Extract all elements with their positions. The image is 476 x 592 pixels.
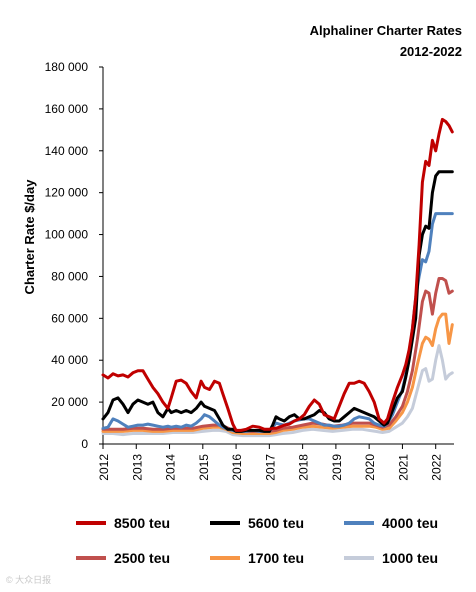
legend-item: 8500 teu (76, 515, 170, 531)
legend-label: 1000 teu (382, 550, 439, 566)
x-tick-label: 2020 (363, 454, 377, 481)
line-chart: 0 20 000 40 000 60 000 80 000 100 000 120 000 1… (22, 60, 454, 481)
legend-label: 5600 teu (248, 515, 305, 531)
series-line-1000-teu (101, 344, 454, 438)
chart-subtitle: 2012-2022 (399, 44, 462, 59)
legend-item: 1700 teu (210, 550, 304, 566)
chart-title: Alphaliner Charter Rates (309, 23, 462, 38)
legend-label: 1700 teu (248, 550, 305, 566)
legend-swatch (76, 521, 106, 525)
y-tick-label: 180 000 (45, 60, 89, 74)
legend-label: 8500 teu (114, 515, 171, 531)
x-tick-label: 2012 (97, 454, 111, 481)
y-tick-label: 80 000 (51, 269, 88, 283)
y-axis-label: Charter Rate $/day (22, 179, 37, 295)
x-tick-label: 2016 (230, 454, 244, 481)
x-tick-label: 2021 (396, 454, 410, 481)
legend-swatch (344, 556, 374, 560)
y-axis: 0 20 000 40 000 60 000 80 000 100 000 120 000 1… (45, 60, 104, 451)
legend-swatch (76, 556, 106, 560)
y-tick-label: 100 000 (45, 228, 89, 242)
legend-item: 4000 teu (344, 515, 438, 531)
x-tick-label: 2018 (297, 454, 311, 481)
watermark: © 大众日报 (6, 575, 52, 585)
series-line-5600-teu (101, 170, 454, 433)
legend-item: 2500 teu (76, 550, 170, 566)
series-line-1700-teu (101, 312, 454, 435)
y-tick-label: 60 000 (51, 311, 88, 325)
legend-item: 1000 teu (344, 550, 438, 566)
series-lines (101, 117, 454, 438)
series-line-8500-teu (101, 117, 454, 432)
legend-swatch (210, 521, 240, 525)
x-tick-label: 2019 (330, 454, 344, 481)
x-tick-label: 2015 (197, 454, 211, 481)
y-tick-label: 0 (81, 437, 88, 451)
y-tick-label: 160 000 (45, 102, 89, 116)
x-axis: 2012 2013 2014 2015 2016 2017 2018 2019 2020 2021… (97, 443, 454, 481)
x-tick-label: 2013 (130, 454, 144, 481)
y-tick-label: 40 000 (51, 353, 88, 367)
x-tick-label: 2022 (430, 454, 444, 481)
legend-label: 4000 teu (382, 515, 439, 531)
chart-title-block: Alphaliner Charter Rates 2012-2022 (310, 20, 462, 62)
x-tick-label: 2014 (164, 454, 178, 481)
legend-swatch (344, 521, 374, 525)
legend-item: 5600 teu (210, 515, 304, 531)
y-tick-label: 120 000 (45, 186, 89, 200)
legend-swatch (210, 556, 240, 560)
y-tick-label: 140 000 (45, 144, 89, 158)
series-line-4000-teu (101, 212, 454, 433)
legend-label: 2500 teu (114, 550, 171, 566)
x-tick-label: 2017 (263, 454, 277, 481)
y-tick-label: 20 000 (51, 395, 88, 409)
